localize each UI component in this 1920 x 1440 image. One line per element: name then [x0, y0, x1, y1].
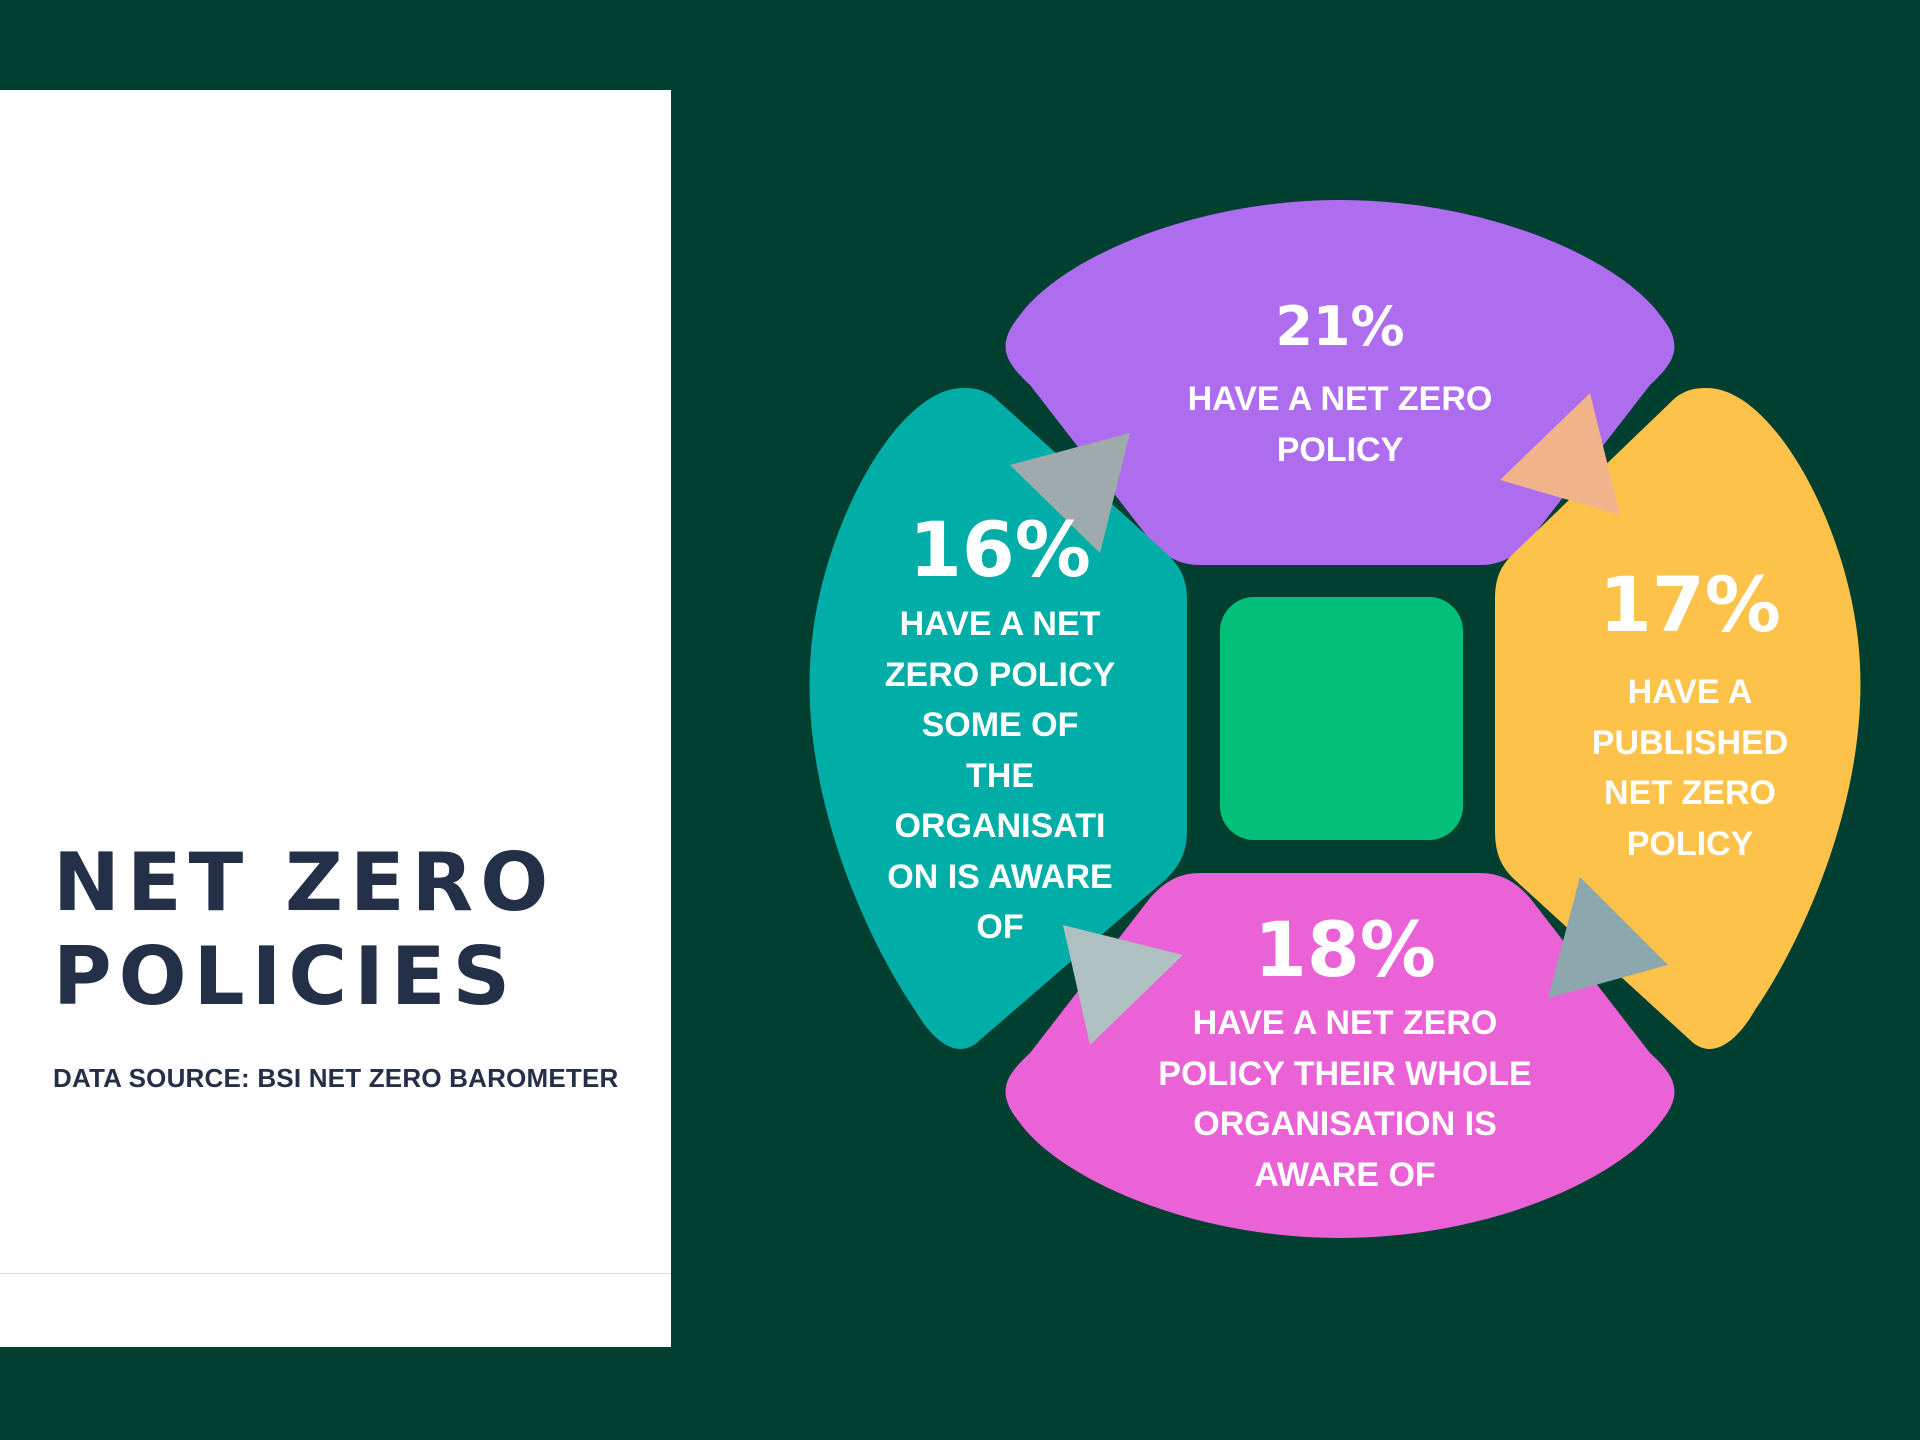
segment-left-text: 16% HAVE A NET ZERO POLICY SOME OF THE O… — [850, 505, 1150, 953]
data-source-caption: DATA SOURCE: BSI NET ZERO BAROMETER — [53, 1063, 619, 1093]
center-square — [1220, 597, 1463, 840]
segment-right-label: HAVE A PUBLISHED NET ZERO POLICY — [1591, 673, 1789, 863]
segment-top-percent: 21% — [1275, 295, 1405, 358]
arrow-right-to-bottom-icon — [1548, 877, 1668, 998]
arrow-left-to-top-icon — [1010, 433, 1130, 553]
panel-divider — [0, 1273, 671, 1274]
page-title: NET ZERO POLICIES — [53, 836, 556, 1023]
segment-bottom-text: 18% HAVE A NET ZERO POLICY THEIR WHOLE O… — [1110, 905, 1580, 1200]
segment-top-label: HAVE A NET ZERO POLICY — [1187, 380, 1493, 469]
segment-left — [809, 387, 1187, 1049]
arrow-bottom-to-left-icon — [1063, 925, 1183, 1045]
segment-top-text: 21% HAVE A NET ZERO POLICY — [1140, 290, 1540, 476]
segment-left-label: HAVE A NET ZERO POLICY SOME OF THE ORGAN… — [884, 605, 1116, 946]
segment-right-percent: 17% — [1599, 560, 1781, 649]
arrow-top-to-right-icon — [1500, 393, 1620, 515]
segment-bottom-percent: 18% — [1254, 905, 1436, 994]
segment-bottom-label: HAVE A NET ZERO POLICY THEIR WHOLE ORGAN… — [1158, 1004, 1532, 1194]
segment-right-text: 17% HAVE A PUBLISHED NET ZERO POLICY — [1540, 560, 1840, 869]
segment-left-percent: 16% — [909, 505, 1091, 594]
info-panel — [0, 90, 671, 1347]
